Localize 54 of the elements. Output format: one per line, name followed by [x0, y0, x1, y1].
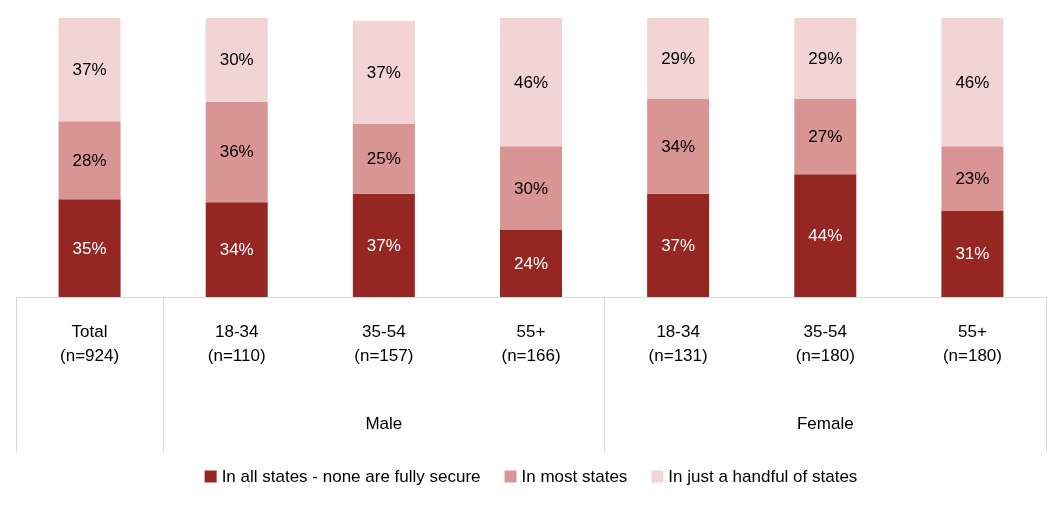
x-tick-label: 35-54 (n=180) [795, 321, 855, 365]
data-label: 37% [366, 62, 401, 82]
bar [500, 146, 562, 231]
x-tick-label: 18-34 (n=131) [648, 321, 708, 365]
bar [941, 146, 1004, 211]
data-label: 34% [661, 136, 696, 156]
data-label: 24% [513, 254, 549, 274]
data-label: 46% [513, 72, 549, 92]
data-label: 35% [72, 238, 107, 258]
legend-label: In most states [521, 467, 628, 486]
bar [941, 210, 1004, 297]
data-label: 30% [513, 178, 549, 198]
bar [58, 199, 121, 297]
bar [205, 18, 268, 102]
bar [794, 174, 857, 297]
bar [647, 193, 710, 297]
bar [58, 121, 121, 200]
bar [500, 18, 562, 147]
data-label: 46% [955, 72, 990, 92]
x-tick-label: 35-54 (n=157) [354, 321, 414, 365]
data-label: 30% [219, 50, 254, 70]
bar [794, 18, 857, 99]
legend-label: In all states - none are fully secure [221, 467, 481, 486]
data-label: 29% [661, 48, 696, 68]
bar [794, 98, 857, 175]
data-label: 37% [661, 235, 696, 255]
data-label: 25% [366, 149, 401, 169]
x-tick-label: Total (n=924) [60, 321, 120, 365]
x-tick-label: 55+ (n=166) [501, 321, 561, 365]
text: Male [365, 413, 403, 433]
data-label: 36% [219, 142, 254, 162]
data-label: 44% [808, 226, 843, 246]
data-label: 28% [72, 150, 107, 170]
data-label: 37% [366, 235, 401, 255]
data-label: 23% [955, 168, 990, 188]
x-tick-label: 55+ (n=180) [942, 321, 1002, 365]
data-label: 29% [808, 48, 843, 68]
bar [205, 101, 268, 203]
data-label: 27% [808, 127, 843, 147]
bar [647, 98, 710, 194]
bar [352, 124, 415, 194]
text: Female [796, 413, 854, 433]
bar [352, 20, 415, 125]
bar [500, 230, 562, 297]
bar [941, 18, 1004, 147]
bar [205, 202, 268, 297]
x-tick-label: 18-34 (n=110) [207, 321, 266, 365]
bar [352, 193, 415, 297]
bar [647, 18, 710, 99]
bar [58, 18, 121, 122]
legend-label: In just a handful of states [668, 467, 858, 486]
data-label: 31% [955, 244, 990, 264]
data-label: 34% [219, 240, 254, 260]
data-label: 37% [72, 60, 107, 80]
